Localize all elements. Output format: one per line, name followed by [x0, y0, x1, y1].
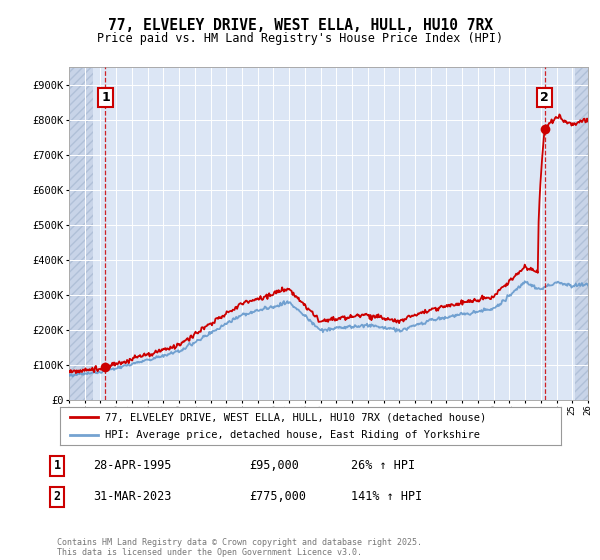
Text: 26% ↑ HPI: 26% ↑ HPI	[351, 459, 415, 473]
Text: 77, ELVELEY DRIVE, WEST ELLA, HULL, HU10 7RX: 77, ELVELEY DRIVE, WEST ELLA, HULL, HU10…	[107, 18, 493, 34]
Text: 141% ↑ HPI: 141% ↑ HPI	[351, 490, 422, 503]
Bar	[575, 67, 588, 400]
Text: £775,000: £775,000	[249, 490, 306, 503]
Text: Price paid vs. HM Land Registry's House Price Index (HPI): Price paid vs. HM Land Registry's House …	[97, 32, 503, 45]
Text: 2: 2	[541, 91, 549, 104]
Text: £95,000: £95,000	[249, 459, 299, 473]
Text: Contains HM Land Registry data © Crown copyright and database right 2025.
This d: Contains HM Land Registry data © Crown c…	[57, 538, 422, 557]
Text: 31-MAR-2023: 31-MAR-2023	[93, 490, 172, 503]
Text: 2: 2	[53, 490, 61, 503]
Bar	[69, 67, 92, 400]
Text: 28-APR-1995: 28-APR-1995	[93, 459, 172, 473]
Text: 1: 1	[53, 459, 61, 473]
Text: 77, ELVELEY DRIVE, WEST ELLA, HULL, HU10 7RX (detached house): 77, ELVELEY DRIVE, WEST ELLA, HULL, HU10…	[105, 412, 487, 422]
Text: 1: 1	[101, 91, 110, 104]
Text: HPI: Average price, detached house, East Riding of Yorkshire: HPI: Average price, detached house, East…	[105, 430, 480, 440]
